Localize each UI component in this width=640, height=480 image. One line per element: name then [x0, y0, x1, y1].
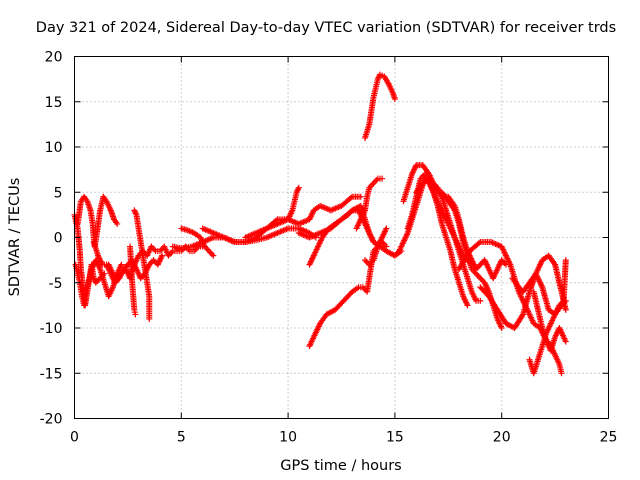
x-tick-label: 15 [386, 430, 404, 446]
x-axis-label: GPS time / hours [280, 458, 401, 474]
data-point [383, 243, 390, 250]
data-point [476, 240, 483, 247]
data-point [146, 315, 153, 322]
data-point [391, 96, 398, 103]
data-point [295, 184, 302, 191]
data-point [519, 312, 526, 319]
x-tick-labels: 0 5 10 15 20 25 [70, 430, 617, 446]
series-arc-17 [361, 71, 398, 141]
x-tick-label: 10 [279, 430, 297, 446]
data-points [71, 71, 569, 377]
data-point [464, 302, 471, 309]
data-point [379, 175, 386, 182]
data-point [477, 297, 484, 304]
grid [74, 56, 609, 419]
data-point [347, 194, 354, 201]
y-tick-label: -20 [40, 412, 63, 428]
y-tick-label: 10 [45, 140, 63, 156]
y-tick-label: 5 [54, 185, 63, 201]
data-point [558, 370, 565, 377]
y-axis-label: SDTVAR / TECUs [7, 178, 23, 297]
series-arc-7 [127, 243, 139, 318]
data-point [498, 325, 505, 331]
x-tick-label: 25 [600, 430, 618, 446]
chart-title: Day 321 of 2024, Sidereal Day-to-day VTE… [36, 20, 616, 36]
series-arc-6 [131, 207, 153, 322]
series-arc-20 [404, 171, 471, 309]
series-arc-11 [242, 193, 364, 241]
y-tick-label: 0 [54, 231, 63, 247]
axis-ticks [74, 56, 609, 419]
x-tick-label: 0 [70, 430, 79, 446]
series-arc-27 [526, 257, 569, 377]
series-arc-26 [530, 288, 569, 354]
y-tick-label: 20 [45, 50, 63, 66]
series-arc-8 [178, 225, 217, 259]
data-point [159, 252, 166, 259]
data-point [273, 217, 280, 224]
y-tick-label: -10 [40, 321, 63, 337]
data-point [562, 257, 569, 264]
x-tick-label: 20 [493, 430, 511, 446]
data-point [210, 252, 217, 259]
y-tick-labels: -20 -15 -10 -5 0 5 10 15 20 [40, 50, 63, 428]
data-point [118, 261, 125, 268]
y-tick-label: 15 [45, 95, 63, 111]
data-point [114, 220, 121, 227]
data-point [562, 338, 569, 345]
data-point [562, 306, 569, 313]
y-tick-label: -5 [49, 276, 63, 292]
y-tick-label: -15 [40, 366, 63, 382]
x-tick-label: 5 [177, 430, 186, 446]
series-arc-16 [361, 225, 390, 268]
data-point [132, 311, 139, 318]
data-point [357, 193, 364, 200]
series-arc-15 [353, 175, 386, 232]
data-point [383, 225, 390, 232]
